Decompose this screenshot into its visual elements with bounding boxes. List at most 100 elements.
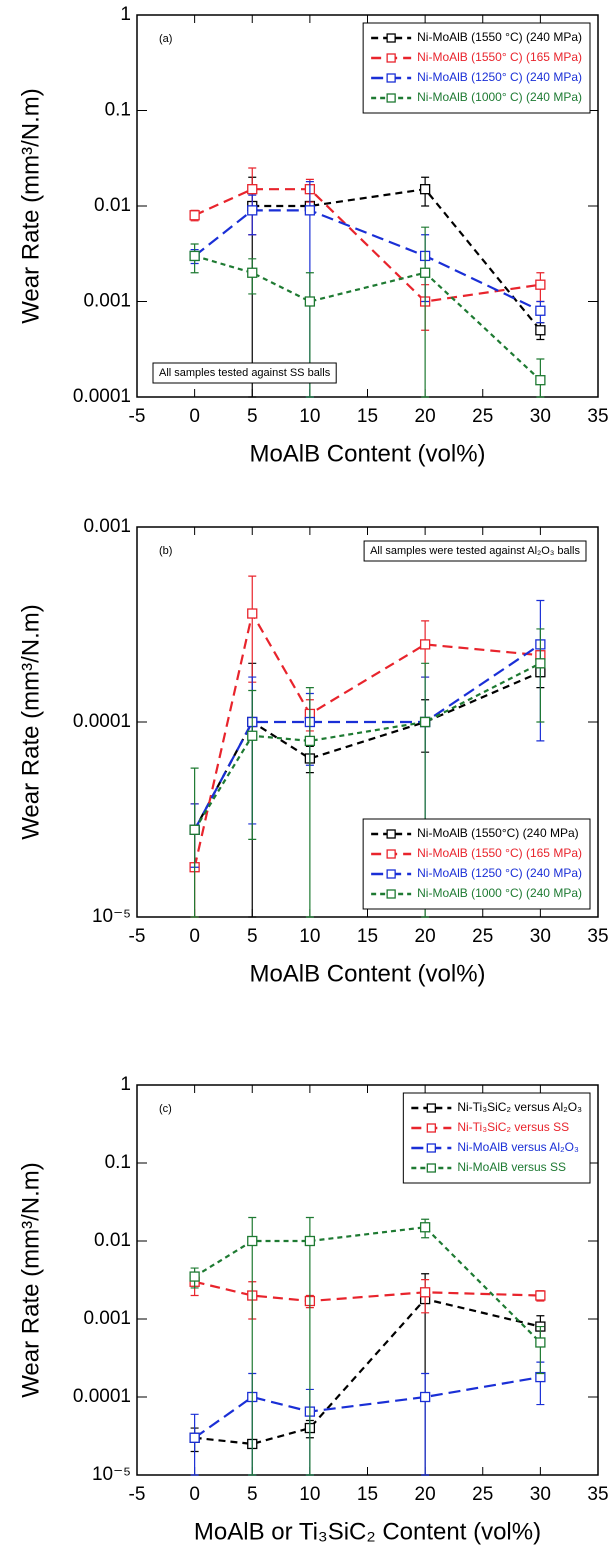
error-bar bbox=[421, 226, 430, 398]
y-tick-label: 10⁻⁵ bbox=[92, 1464, 131, 1485]
x-tick-label: -5 bbox=[129, 406, 146, 427]
marker bbox=[419, 184, 431, 195]
series-line bbox=[193, 662, 541, 831]
x-axis-title: MoAlB Content (vol%) bbox=[249, 960, 485, 987]
series-line bbox=[193, 671, 541, 831]
x-tick-label: 10 bbox=[299, 1484, 320, 1505]
y-tick-label: 0.0001 bbox=[73, 386, 131, 407]
legend-marker bbox=[386, 33, 396, 43]
marker bbox=[535, 305, 546, 316]
marker bbox=[304, 296, 316, 307]
marker bbox=[189, 1432, 200, 1443]
y-tick-label: 0.1 bbox=[105, 100, 131, 121]
y-tick-label: 10⁻⁵ bbox=[92, 906, 131, 927]
x-tick-label: -5 bbox=[129, 1484, 146, 1505]
legend-marker bbox=[386, 889, 396, 899]
y-tick-label: 0.01 bbox=[94, 1230, 131, 1251]
x-tick-label: 25 bbox=[472, 926, 493, 947]
panel: -5 0 5 10 15 20 25 30 35 0.0001 0.001 0.01 0.1 1 MoAlB… bbox=[17, 4, 608, 467]
legend-label: Ni-Ti₃SiC₂ versus SS bbox=[457, 1120, 569, 1134]
annotation: All samples tested against SS balls bbox=[159, 367, 331, 379]
error-bar bbox=[421, 1372, 430, 1476]
annotation: (b) bbox=[159, 545, 172, 557]
x-tick-label: -5 bbox=[129, 926, 146, 947]
annotation-box bbox=[363, 540, 587, 562]
marker bbox=[535, 375, 546, 386]
marker bbox=[189, 1271, 200, 1282]
legend: Ni-Ti₃SiC₂ versus Al₂O₃ Ni-Ti₃SiC₂ versus… bbox=[402, 1092, 591, 1184]
error-bar bbox=[190, 1413, 199, 1476]
legend-label: Ni-MoAlB (1550°C) (240 MPa) bbox=[417, 826, 579, 840]
x-tick-label: 35 bbox=[587, 1484, 608, 1505]
marker bbox=[535, 279, 546, 290]
legend: Ni-MoAlB (1550°C) (240 MPa) Ni-MoAlB (155… bbox=[362, 818, 591, 910]
y-tick-label: 0.001 bbox=[83, 1308, 131, 1329]
x-tick-label: 20 bbox=[415, 926, 436, 947]
series-line bbox=[252, 188, 542, 331]
marker bbox=[535, 325, 546, 336]
x-tick-label: 5 bbox=[247, 926, 258, 947]
marker bbox=[247, 730, 258, 741]
marker bbox=[247, 184, 258, 195]
marker bbox=[304, 1235, 316, 1247]
series-line bbox=[194, 188, 541, 303]
x-tick-label: 0 bbox=[189, 926, 200, 947]
series-line bbox=[193, 1376, 541, 1439]
marker bbox=[419, 1391, 431, 1403]
legend-marker bbox=[426, 1143, 436, 1153]
x-tick-label: 5 bbox=[247, 406, 258, 427]
y-tick-label: 1 bbox=[120, 4, 131, 25]
x-tick-label: 5 bbox=[247, 1484, 258, 1505]
legend-label: Ni-MoAlB (1250° C) (240 MPa) bbox=[417, 70, 582, 84]
y-tick-label: 0.1 bbox=[105, 1152, 131, 1173]
y-tick-label: 0.0001 bbox=[73, 711, 131, 732]
panel: -5 0 5 10 15 20 25 30 35 10⁻⁵ 0.0001 0.001 MoAlB Con… bbox=[17, 516, 608, 987]
y-tick-label: 0.001 bbox=[83, 516, 131, 537]
series-line bbox=[194, 254, 542, 381]
y-tick-label: 0.01 bbox=[94, 195, 131, 216]
y-axis-title: Wear Rate (mm³/N.m) bbox=[17, 604, 44, 840]
x-tick-label: 35 bbox=[587, 406, 608, 427]
legend-label: Ni-MoAlB (1550 °C) (240 MPa) bbox=[417, 30, 582, 44]
legend-marker bbox=[386, 829, 396, 839]
y-tick-label: 0.0001 bbox=[73, 1386, 131, 1407]
marker bbox=[419, 267, 431, 278]
y-axis-title: Wear Rate (mm³/N.m) bbox=[17, 1162, 44, 1398]
error-bar bbox=[190, 767, 199, 918]
marker bbox=[535, 1337, 546, 1348]
error-bar bbox=[305, 1216, 314, 1476]
legend-marker bbox=[386, 73, 396, 83]
x-tick-label: 0 bbox=[189, 1484, 200, 1505]
legend-marker bbox=[386, 869, 396, 879]
marker bbox=[419, 639, 431, 650]
series-line bbox=[194, 1226, 542, 1344]
legend-label: Ni-MoAlB (1250 °C) (240 MPa) bbox=[417, 866, 582, 880]
marker bbox=[247, 267, 258, 278]
series-line bbox=[193, 209, 541, 312]
error-bar bbox=[248, 689, 257, 841]
legend-marker bbox=[386, 849, 396, 859]
legend-label: Ni-MoAlB versus SS bbox=[457, 1160, 566, 1174]
x-tick-label: 20 bbox=[415, 406, 436, 427]
y-tick-label: 0.001 bbox=[83, 291, 131, 312]
marker bbox=[419, 1222, 431, 1233]
x-tick-label: 20 bbox=[415, 1484, 436, 1505]
marker bbox=[189, 210, 200, 221]
legend-label: Ni-MoAlB (1550° C) (165 MPa) bbox=[417, 50, 582, 64]
annotation: All samples were tested against Al₂O₃ ba… bbox=[370, 545, 580, 557]
marker bbox=[535, 658, 546, 669]
legend-label: Ni-Ti₃SiC₂ versus Al₂O₃ bbox=[457, 1100, 582, 1114]
x-tick-label: 15 bbox=[357, 926, 378, 947]
x-axis-title: MoAlB Content (vol%) bbox=[249, 440, 485, 467]
legend-marker bbox=[386, 53, 396, 63]
x-tick-label: 30 bbox=[530, 1484, 551, 1505]
x-tick-label: 15 bbox=[357, 406, 378, 427]
legend-label: Ni-MoAlB (1000° C) (240 MPa) bbox=[417, 90, 582, 104]
marker bbox=[247, 1235, 258, 1247]
marker bbox=[189, 824, 200, 835]
marker bbox=[247, 608, 258, 619]
marker bbox=[304, 205, 316, 216]
error-bar bbox=[305, 687, 314, 918]
panel: -5 0 5 10 15 20 25 30 35 10⁻⁵ 0.0001 0.001 0.01 0.1 1 M… bbox=[17, 1074, 608, 1545]
